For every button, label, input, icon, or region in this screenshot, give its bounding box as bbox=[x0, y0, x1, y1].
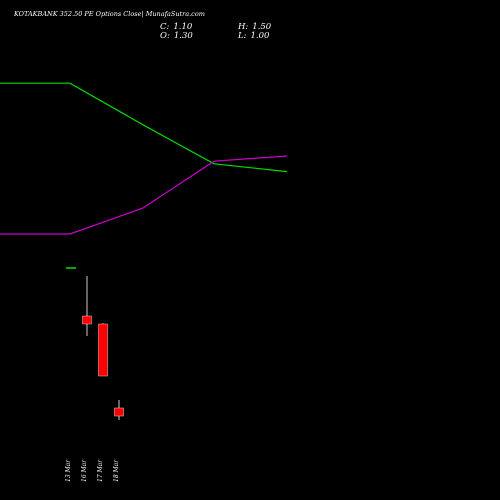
open-readout: O: 1.30 bbox=[160, 31, 193, 41]
x-tick-label: 13 Mar bbox=[65, 459, 72, 482]
candle-3-body bbox=[114, 407, 124, 417]
high-value: 1.50 bbox=[252, 22, 272, 32]
x-tick-label: 18 Mar bbox=[113, 459, 120, 482]
low-label: L: bbox=[238, 31, 247, 41]
x-tick-label: 17 Mar bbox=[97, 459, 104, 482]
chart-title: KOTAKBANK 352.50 PE Options Close| Munaf… bbox=[14, 10, 205, 18]
low-readout: L: 1.00 bbox=[238, 31, 269, 41]
high-readout: H: 1.50 bbox=[238, 22, 271, 32]
high-label: H: bbox=[238, 22, 249, 32]
open-label: O: bbox=[160, 31, 170, 41]
green-indicator-line bbox=[0, 82, 288, 173]
open-value: 1.30 bbox=[173, 31, 193, 41]
candle-1-body bbox=[82, 315, 92, 325]
magenta-indicator-line bbox=[0, 155, 288, 235]
x-tick-label: 16 Mar bbox=[81, 459, 88, 482]
close-readout: C: 1.10 bbox=[160, 22, 192, 32]
close-label: C: bbox=[160, 22, 170, 32]
close-value: 1.10 bbox=[173, 22, 193, 32]
candle-2-body bbox=[98, 323, 108, 377]
low-value: 1.00 bbox=[250, 31, 270, 41]
